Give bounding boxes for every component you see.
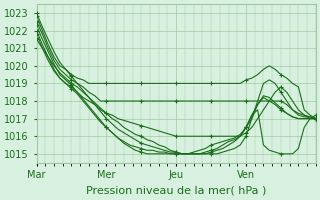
X-axis label: Pression niveau de la mer( hPa ): Pression niveau de la mer( hPa ) xyxy=(86,186,266,196)
